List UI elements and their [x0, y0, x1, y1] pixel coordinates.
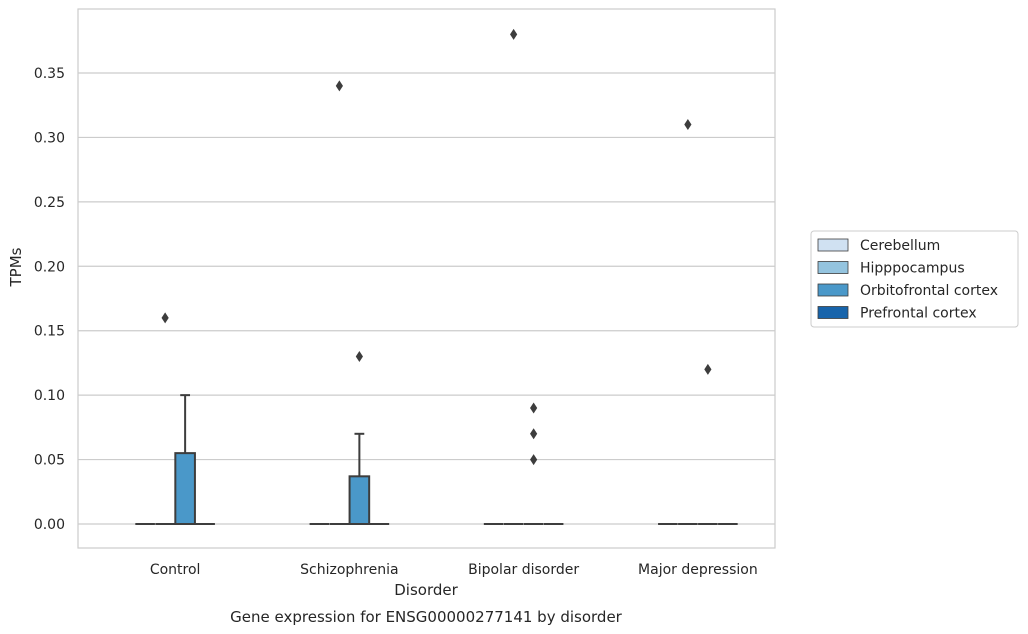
legend-label: Orbitofrontal cortex [860, 283, 998, 299]
outlier-point [161, 312, 169, 324]
outlier-point [704, 363, 712, 375]
box-iqr [348, 475, 371, 525]
y-tick-label: 0.35 [34, 66, 65, 82]
outlier-point [530, 402, 538, 414]
legend-frame [810, 230, 1019, 328]
legend-swatch [817, 283, 849, 297]
outlier-point [510, 28, 518, 40]
y-tick-label: 0.10 [34, 388, 65, 404]
box-hipppocampus [155, 312, 175, 525]
y-axis-ticks: 0.00 0.05 0.10 0.15 0.20 0.25 0.30 0.35 [34, 66, 65, 533]
box-hipppocampus [678, 119, 698, 525]
outlier-point [530, 428, 538, 440]
y-tick-label: 0.05 [34, 453, 65, 469]
y-tick-label: 0.20 [34, 259, 65, 275]
x-tick-label: Bipolar disorder [468, 562, 579, 578]
box-orbitofrontal-cortex [174, 394, 196, 525]
x-tick-label: Control [150, 562, 201, 578]
legend-label: Prefrontal cortex [860, 306, 977, 322]
legend: Cerebellum Hipppocampus Orbitofrontal cort… [810, 230, 1019, 328]
box-iqr [174, 452, 196, 525]
outlier-point [684, 119, 692, 131]
box-plot-marks [135, 28, 738, 525]
box-orbitofrontal-cortex [348, 350, 371, 525]
box-orbitofrontal-cortex [523, 402, 544, 525]
legend-swatch [817, 238, 849, 252]
legend-label: Hipppocampus [860, 261, 965, 277]
outlier-point [335, 80, 343, 92]
x-axis-title: Disorder [394, 581, 458, 599]
legend-label: Cerebellum [860, 238, 940, 254]
box-orbitofrontal-cortex [698, 363, 718, 525]
y-axis-title: TPMs [7, 247, 25, 287]
y-tick-label: 0.30 [34, 130, 65, 146]
outlier-point [530, 454, 538, 466]
legend-swatch [817, 306, 849, 319]
x-axis-ticks: Control Schizophrenia Bipolar disorder Majo… [150, 562, 758, 578]
x-tick-label: Major depression [638, 562, 758, 578]
x-tick-label: Schizophrenia [300, 562, 398, 578]
plot-area-frame [77, 8, 776, 549]
y-tick-label: 0.15 [34, 324, 65, 340]
outlier-point [355, 350, 363, 362]
legend-swatch [817, 261, 849, 274]
chart-caption: Gene expression for ENSG00000277141 by d… [230, 608, 623, 626]
box-hipppocampus [329, 80, 350, 525]
y-tick-label: 0.25 [34, 195, 65, 211]
y-tick-label: 0.00 [34, 517, 65, 533]
box-hipppocampus [503, 28, 524, 525]
